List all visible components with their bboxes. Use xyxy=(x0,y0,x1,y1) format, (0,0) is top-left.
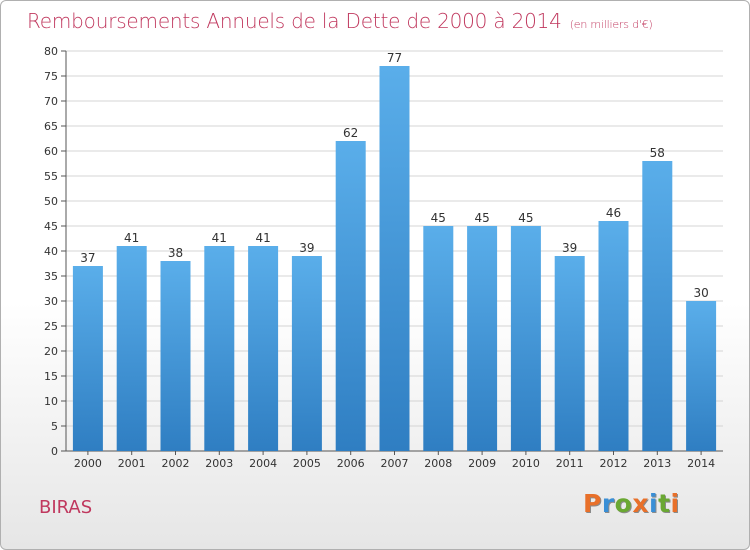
x-tick-label: 2013 xyxy=(643,457,671,470)
data-label: 38 xyxy=(168,246,183,260)
logo-letter: x xyxy=(632,489,649,518)
y-tick-label: 45 xyxy=(44,220,58,233)
bar xyxy=(72,266,103,451)
logo-letter: t xyxy=(658,489,671,518)
data-label: 45 xyxy=(474,211,489,225)
bar xyxy=(160,261,191,451)
y-tick-label: 35 xyxy=(44,270,58,283)
y-tick-label: 5 xyxy=(51,420,58,433)
bar xyxy=(598,221,629,451)
y-tick-label: 25 xyxy=(44,320,58,333)
chart-title-text: Remboursements Annuels de la Dette de 20… xyxy=(27,9,562,33)
bar xyxy=(686,301,717,451)
logo-letter: r xyxy=(601,489,615,518)
data-label: 45 xyxy=(518,211,533,225)
data-label: 58 xyxy=(650,146,665,160)
bar xyxy=(248,246,279,451)
y-tick-label: 30 xyxy=(44,295,58,308)
x-tick-label: 2006 xyxy=(337,457,365,470)
bar xyxy=(510,226,541,451)
bar xyxy=(423,226,454,451)
x-tick-label: 2003 xyxy=(205,457,233,470)
data-label: 62 xyxy=(343,126,358,140)
x-tick-label: 2010 xyxy=(512,457,540,470)
data-label: 30 xyxy=(693,286,708,300)
x-tick-label: 2011 xyxy=(556,457,584,470)
y-tick-labels: 0 5 10 15 20 25 30 35 40 45 50 55 60 65 70 75 80 xyxy=(44,45,58,458)
bar xyxy=(335,141,366,451)
x-tick-label: 2014 xyxy=(687,457,715,470)
y-tick-label: 50 xyxy=(44,195,58,208)
logo-letter: i xyxy=(649,489,659,518)
bars xyxy=(72,66,717,451)
data-label: 41 xyxy=(124,231,139,245)
data-label: 37 xyxy=(80,251,95,265)
commune-name: BIRAS xyxy=(39,497,93,518)
bar xyxy=(379,66,410,451)
logo-letter: o xyxy=(614,489,633,518)
logo-letter: P xyxy=(583,489,602,518)
bar xyxy=(642,161,673,451)
x-tick-label: 2007 xyxy=(381,457,409,470)
x-tick-label: 2002 xyxy=(162,457,190,470)
y-tick-label: 60 xyxy=(44,145,58,158)
x-tick-label: 2004 xyxy=(249,457,277,470)
bar xyxy=(291,256,322,451)
y-tick-label: 20 xyxy=(44,345,58,358)
y-tick-label: 70 xyxy=(44,95,58,108)
y-tick-label: 65 xyxy=(44,120,58,133)
y-tick-label: 40 xyxy=(44,245,58,258)
data-labels: 37 41 38 41 41 39 62 77 45 45 45 39 46 58 30 xyxy=(80,51,708,300)
x-tick-label: 2009 xyxy=(468,457,496,470)
y-tick-label: 0 xyxy=(51,445,58,458)
data-label: 45 xyxy=(431,211,446,225)
bar xyxy=(116,246,147,451)
x-tick-labels: 2000 2001 2002 2003 2004 2005 2006 2007 2008 2009… xyxy=(74,457,715,470)
bar xyxy=(204,246,235,451)
data-label: 77 xyxy=(387,51,402,65)
y-tick-label: 15 xyxy=(44,370,58,383)
data-label: 41 xyxy=(212,231,227,245)
x-tick-label: 2000 xyxy=(74,457,102,470)
y-tick-label: 10 xyxy=(44,395,58,408)
data-label: 39 xyxy=(299,241,314,255)
data-label: 41 xyxy=(255,231,270,245)
y-tick-label: 80 xyxy=(44,45,58,58)
chart-title: Remboursements Annuels de la Dette de 20… xyxy=(27,9,653,33)
proxiti-logo: Proxiti xyxy=(583,489,680,518)
data-label: 46 xyxy=(606,206,621,220)
x-tick-label: 2001 xyxy=(118,457,146,470)
y-tick-label: 55 xyxy=(44,170,58,183)
x-tick-label: 2012 xyxy=(600,457,628,470)
x-tick-label: 2008 xyxy=(424,457,452,470)
logo-letter: i xyxy=(670,489,680,518)
y-tick-label: 75 xyxy=(44,70,58,83)
chart-unit: (en milliers d'€) xyxy=(569,18,653,31)
x-tick-label: 2005 xyxy=(293,457,321,470)
data-label: 39 xyxy=(562,241,577,255)
bar xyxy=(467,226,498,451)
bar xyxy=(554,256,585,451)
